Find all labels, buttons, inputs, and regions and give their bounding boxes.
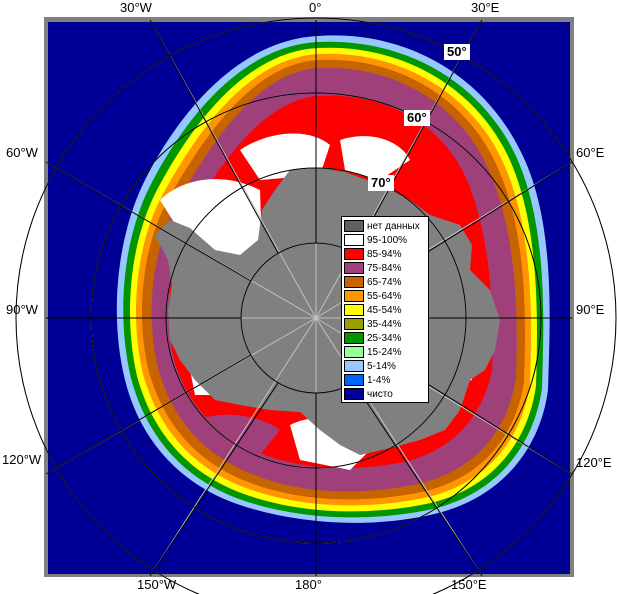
legend-item-85-94: 85-94% (344, 248, 401, 260)
legend-swatch (344, 346, 364, 358)
lon-label-150w: 150°W (137, 577, 177, 592)
legend-item-no-data: нет данных (344, 220, 420, 232)
legend-label: 95-100% (367, 234, 408, 246)
legend-label: 25-34% (367, 332, 402, 344)
legend-swatch (344, 276, 364, 288)
legend-label: 45-54% (367, 304, 402, 316)
lat-label-50: 50° (444, 44, 470, 60)
legend-label: 35-44% (367, 318, 402, 330)
lon-label-120w: 120°W (2, 452, 42, 467)
legend-label: 85-94% (367, 248, 402, 260)
legend-item-95-100: 95-100% (344, 234, 407, 246)
lon-label-90e: 90°E (576, 302, 605, 317)
legend-label: 65-74% (367, 276, 402, 288)
lon-label-150e: 150°E (451, 577, 487, 592)
legend-swatch (344, 388, 364, 400)
lon-label-90w: 90°W (6, 302, 38, 317)
legend-swatch (344, 220, 364, 232)
legend-label: 75-84% (367, 262, 402, 274)
legend-item-15-24: 15-24% (344, 346, 401, 358)
legend-item-65-74: 65-74% (344, 276, 401, 288)
legend-label: 55-64% (367, 290, 402, 302)
lat-label-60: 60° (404, 110, 430, 126)
legend-label: нет данных (367, 220, 420, 232)
legend-label: 1-4% (367, 374, 391, 386)
legend-swatch (344, 374, 364, 386)
lon-label-30e: 30°E (471, 0, 500, 15)
legend-item-1-4: 1-4% (344, 374, 390, 386)
legend-swatch (344, 290, 364, 302)
legend-item-45-54: 45-54% (344, 304, 401, 316)
lon-label-30w: 30°W (120, 0, 152, 15)
legend-swatch (344, 360, 364, 372)
legend-item-clear: чисто (344, 388, 393, 400)
lat-label-70: 70° (368, 175, 394, 191)
legend-item-25-34: 25-34% (344, 332, 401, 344)
legend-item-75-84: 75-84% (344, 262, 401, 274)
lon-label-120e: 120°E (576, 455, 612, 470)
legend-swatch (344, 318, 364, 330)
legend-swatch (344, 248, 364, 260)
concentration-legend: нет данных 95-100% 85-94% 75-84% 65-74% … (341, 216, 429, 403)
legend-swatch (344, 332, 364, 344)
legend-label: 15-24% (367, 346, 402, 358)
legend-swatch (344, 234, 364, 246)
lon-label-60w: 60°W (6, 145, 38, 160)
legend-item-35-44: 35-44% (344, 318, 401, 330)
lon-label-60e: 60°E (576, 145, 605, 160)
legend-swatch (344, 304, 364, 316)
legend-swatch (344, 262, 364, 274)
lon-label-0: 0° (309, 0, 322, 15)
legend-item-55-64: 55-64% (344, 290, 401, 302)
legend-label: чисто (367, 388, 393, 400)
lon-label-180: 180° (295, 577, 322, 592)
legend-label: 5-14% (367, 360, 396, 372)
legend-item-5-14: 5-14% (344, 360, 396, 372)
